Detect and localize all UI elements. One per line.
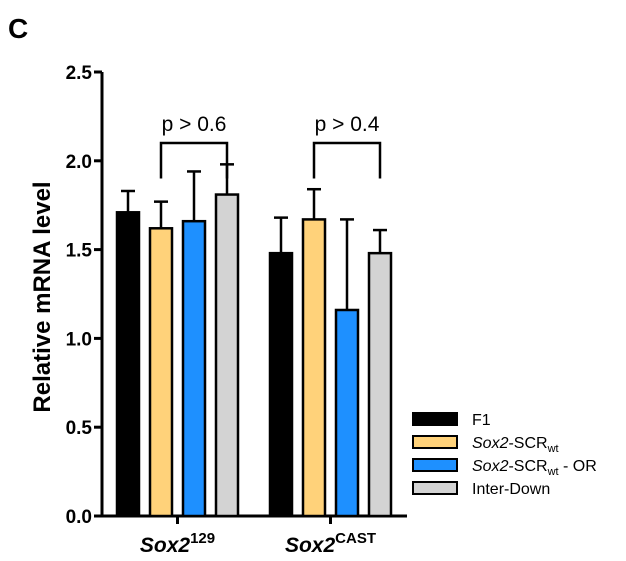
legend-label-mid: -SCR <box>508 435 547 452</box>
category-superscript: 129 <box>190 530 215 547</box>
bar <box>367 251 393 518</box>
bar <box>301 218 327 518</box>
legend-swatch <box>412 481 458 495</box>
legend-swatch <box>412 412 458 426</box>
significance-bracket <box>159 141 229 179</box>
category-name: Sox2 <box>285 534 336 557</box>
category-superscript: CAST <box>335 530 376 547</box>
x-tick-labels: Sox2129 Sox2CAST <box>140 530 376 557</box>
y-tick-label: 0.5 <box>66 418 93 439</box>
y-tick-label: 1.0 <box>66 329 92 350</box>
x-tick-label: Sox2129 <box>140 530 215 557</box>
y-axis-label: Relative mRNA level <box>29 181 56 412</box>
significance-label: p > 0.6 <box>162 113 227 136</box>
legend-label: Inter-Down <box>472 481 550 498</box>
legend-label-mid: -SCR <box>508 458 547 475</box>
bar <box>214 193 240 518</box>
bar <box>115 211 141 518</box>
legend-entry: Inter-Down <box>472 481 550 498</box>
legend-label: F1 <box>472 412 491 429</box>
bar <box>268 251 294 518</box>
significance-bracket <box>312 141 382 179</box>
significance-label: p > 0.4 <box>315 113 380 136</box>
panel-label: C <box>8 13 28 44</box>
legend-label-subscript: wt <box>547 466 559 478</box>
category-name: Sox2 <box>140 534 191 557</box>
legend-label: Sox2 <box>472 435 509 452</box>
legend-entry: Sox2-SCRwt - OR <box>472 458 597 478</box>
legend-entry: Sox2-SCRwt <box>472 435 559 455</box>
legend-entry: F1 <box>472 412 491 429</box>
legend-label-tail: - OR <box>559 458 597 475</box>
y-tick-label: 2.5 <box>66 63 93 84</box>
y-tick-label: 2.0 <box>66 152 92 173</box>
bar <box>148 227 174 518</box>
x-tick-label: Sox2CAST <box>285 530 376 557</box>
legend-label: Sox2 <box>472 458 509 475</box>
y-tick-label: 1.5 <box>66 241 93 262</box>
legend-swatch <box>412 458 458 472</box>
y-tick-label: 0.0 <box>66 507 92 528</box>
significance-brackets: p > 0.6 p > 0.4 <box>159 113 382 179</box>
bar <box>334 308 360 518</box>
bar <box>181 219 207 518</box>
legend-swatch <box>412 435 458 449</box>
bars <box>115 163 393 518</box>
legend-label-subscript: wt <box>547 443 559 455</box>
